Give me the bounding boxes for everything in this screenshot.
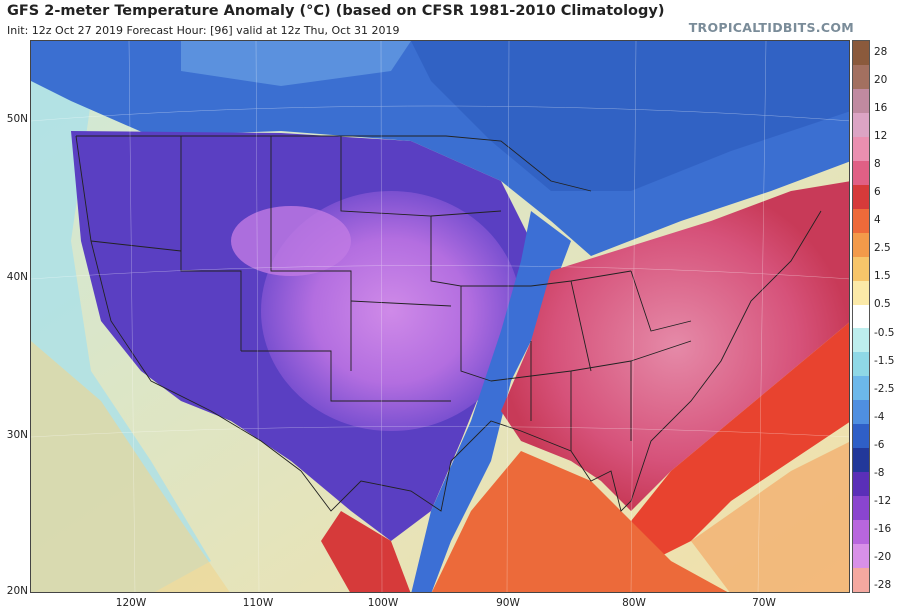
colorbar-swatch (853, 448, 869, 473)
mexico-warm-region (321, 511, 411, 592)
lon-label-80w: 80W (622, 597, 646, 609)
colorbar-label: 6 (874, 186, 881, 199)
colorbar-swatch (853, 376, 869, 401)
pacific-warm-region (31, 341, 230, 592)
colorbar-swatch (853, 472, 869, 497)
lon-label-100w: 100W (367, 597, 399, 609)
colorbar-swatch (853, 328, 869, 353)
political-borders (75, 135, 822, 512)
lon-label-110w: 110W (242, 597, 274, 609)
colorbar-swatch (853, 136, 869, 162)
atlantic-mild-region (691, 442, 849, 592)
temperature-anomaly-map (30, 40, 850, 593)
colorbar-swatch (853, 64, 869, 90)
colorbar-swatch (853, 184, 869, 210)
colorbar-swatch (853, 352, 869, 377)
colorbar-label: -12 (874, 494, 892, 507)
atlantic-warm-region (631, 322, 849, 561)
colorbar-swatch (853, 280, 869, 306)
colorbar-label: -8 (874, 466, 885, 479)
colorbar-label: -20 (874, 550, 892, 563)
colorbar-swatch (853, 256, 869, 282)
colorbar-label: 16 (874, 102, 888, 115)
lat-label-40n: 40N (6, 271, 28, 283)
colorbar-swatch (853, 496, 869, 521)
lat-lon-grid (31, 41, 849, 592)
colorbar-label: 28 (874, 46, 888, 58)
anomaly-colorbar (852, 40, 870, 593)
colorbar-swatch (853, 208, 869, 234)
colorbar-swatch (853, 112, 869, 138)
colorbar-label: 0.5 (874, 298, 891, 311)
colorbar-swatch (853, 544, 869, 569)
gulf-warm-region (431, 451, 728, 592)
colorbar-label: 1.5 (874, 270, 891, 283)
colorbar-label: 8 (874, 158, 881, 171)
colorbar-label: -16 (874, 522, 892, 535)
map-title: GFS 2-meter Temperature Anomaly (°C) (ba… (7, 3, 665, 19)
canada-deep-cold-region (411, 41, 849, 191)
lat-label-30n: 30N (6, 429, 28, 441)
colorbar-swatch (853, 160, 869, 186)
map-canvas (31, 41, 849, 592)
lat-label-50n: 50N (6, 113, 28, 125)
colorbar-label: -6 (874, 438, 885, 451)
colorbar-swatch (853, 520, 869, 545)
lon-label-70w: 70W (752, 597, 776, 609)
canada-light-region (181, 41, 411, 86)
colorbar-swatch (853, 400, 869, 425)
lat-label-20n: 20N (6, 585, 28, 597)
colorbar-swatch (853, 304, 869, 329)
lon-label-120w: 120W (115, 597, 147, 609)
site-brand: TROPICALTIDBITS.COM (688, 20, 854, 35)
transition-cold-band (411, 211, 571, 592)
colorbar-label: -28 (874, 579, 892, 591)
colorbar-swatch (853, 568, 869, 593)
colorbar-label: -0.5 (874, 326, 895, 339)
rockies-very-cold-region (231, 206, 351, 276)
colorbar-label: 4 (874, 214, 881, 227)
lon-label-90w: 90W (496, 597, 520, 609)
colorbar-swatch (853, 232, 869, 258)
colorbar-label: 12 (874, 130, 888, 143)
colorbar-label: 2.5 (874, 242, 891, 255)
colorbar-swatch (853, 88, 869, 114)
map-subtitle: Init: 12z Oct 27 2019 Forecast Hour: [96… (7, 24, 400, 37)
colorbar-label: -4 (874, 410, 885, 423)
colorbar-label: 20 (874, 74, 888, 87)
colorbar-label: -2.5 (874, 382, 895, 395)
colorbar-label: -1.5 (874, 354, 895, 367)
colorbar-swatch (853, 424, 869, 449)
colorbar-swatch (853, 41, 869, 66)
